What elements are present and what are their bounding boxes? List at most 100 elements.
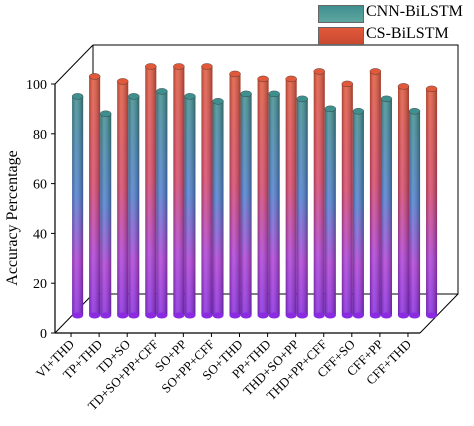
bar-cs-bilstm-3 bbox=[173, 63, 185, 319]
bar-cs-bilstm-1 bbox=[117, 78, 129, 319]
bar-cs-bilstm-2-shade bbox=[145, 66, 157, 316]
bar-cnn-bilstm-4-shade bbox=[184, 96, 196, 316]
bar-cnn-bilstm-2-base bbox=[128, 312, 140, 319]
y-axis-label: Accuracy Percentage bbox=[4, 150, 21, 285]
bar-cs-bilstm-6 bbox=[257, 75, 269, 319]
bar-cnn-bilstm-6-shade bbox=[240, 93, 252, 316]
bar-cnn-bilstm-12 bbox=[408, 108, 421, 319]
bar-cs-bilstm-4-base bbox=[201, 312, 213, 319]
bar-cnn-bilstm-10-base bbox=[352, 312, 364, 319]
bar-cnn-bilstm-0-shade bbox=[72, 96, 84, 316]
bar-cnn-bilstm-12-cap bbox=[408, 108, 421, 115]
bar-cnn-bilstm-8 bbox=[296, 95, 308, 319]
bar-cs-bilstm-11 bbox=[397, 83, 410, 319]
bar-cs-bilstm-9-shade bbox=[341, 83, 353, 316]
bar-cnn-bilstm-4-cap bbox=[184, 93, 196, 100]
bar-cs-bilstm-2 bbox=[145, 63, 157, 319]
bar-cnn-bilstm-10-shade bbox=[352, 111, 364, 316]
bar-cs-bilstm-11-shade bbox=[397, 86, 409, 316]
bar-cnn-bilstm-11-shade bbox=[380, 98, 392, 316]
bar-cs-bilstm-1-shade bbox=[117, 81, 129, 316]
bar-cs-bilstm-5-cap bbox=[229, 70, 241, 78]
bar-cs-bilstm-7 bbox=[285, 75, 297, 319]
bar-cs-bilstm-12-shade bbox=[426, 88, 438, 316]
bar-cnn-bilstm-10-cap bbox=[352, 108, 365, 115]
top-depth-edge bbox=[54, 44, 94, 85]
bar-cs-bilstm-9-cap bbox=[341, 80, 354, 88]
bar-cs-bilstm-7-shade bbox=[285, 78, 297, 316]
bar-cs-bilstm-3-base bbox=[173, 312, 185, 319]
floor-right-edge bbox=[419, 293, 459, 334]
bar-cs-bilstm-5 bbox=[229, 70, 241, 319]
bar-cs-bilstm-3-cap bbox=[173, 63, 185, 70]
bar-cnn-bilstm-5 bbox=[212, 98, 224, 319]
bar-cnn-bilstm-2 bbox=[128, 93, 140, 319]
bar-cnn-bilstm-9-base bbox=[324, 312, 336, 319]
legend-swatch-cnn-bilstm bbox=[318, 5, 364, 23]
bar-cnn-bilstm-0-base bbox=[72, 312, 84, 319]
bars-group bbox=[71, 63, 438, 319]
y-tick-label: 20 bbox=[33, 277, 47, 292]
bar-cnn-bilstm-9 bbox=[324, 105, 337, 319]
bar-cs-bilstm-0-base bbox=[89, 312, 101, 319]
bar-cs-bilstm-12 bbox=[425, 85, 438, 319]
bar-cnn-bilstm-5-shade bbox=[212, 101, 224, 316]
bar-cnn-bilstm-6 bbox=[240, 90, 252, 319]
bar-cs-bilstm-10-base bbox=[369, 312, 381, 319]
bar-cnn-bilstm-2-cap bbox=[128, 93, 140, 100]
bar-cnn-bilstm-12-shade bbox=[409, 111, 421, 316]
bar-cs-bilstm-1-base bbox=[117, 312, 129, 319]
bar-cs-bilstm-2-base bbox=[145, 312, 157, 319]
bar-cnn-bilstm-4-base bbox=[184, 312, 196, 319]
bar-cs-bilstm-10-cap bbox=[369, 68, 382, 75]
y-tick-label: 40 bbox=[33, 227, 47, 242]
bar-cnn-bilstm-1 bbox=[100, 110, 112, 319]
bar-cs-bilstm-4 bbox=[201, 63, 213, 319]
bar-cnn-bilstm-1-shade bbox=[100, 113, 112, 316]
bar-cnn-bilstm-5-base bbox=[212, 312, 224, 319]
bar-cnn-bilstm-12-base bbox=[409, 312, 421, 319]
bar-cnn-bilstm-8-shade bbox=[296, 98, 308, 316]
bar-cnn-bilstm-6-cap bbox=[240, 90, 252, 98]
bar-cs-bilstm-0-cap bbox=[88, 73, 101, 80]
bar-cnn-bilstm-7-shade bbox=[268, 93, 280, 316]
y-tick-label: 0 bbox=[40, 327, 47, 342]
bar-cs-bilstm-6-cap bbox=[257, 75, 269, 83]
bar-cs-bilstm-5-base bbox=[229, 312, 241, 319]
bar-cnn-bilstm-4 bbox=[184, 93, 196, 319]
y-tick-label: 60 bbox=[33, 178, 47, 193]
bar-cs-bilstm-4-shade bbox=[201, 66, 213, 316]
bar-cs-bilstm-9-base bbox=[341, 312, 353, 319]
bar-cnn-bilstm-7-base bbox=[268, 312, 280, 319]
bar-cnn-bilstm-9-shade bbox=[324, 108, 336, 316]
bar-cs-bilstm-12-cap bbox=[425, 85, 438, 93]
bar-cs-bilstm-8-shade bbox=[313, 71, 325, 316]
legend-swatch-cs-bilstm bbox=[318, 27, 364, 45]
bar-cnn-bilstm-1-base bbox=[100, 312, 112, 319]
bar-cs-bilstm-8 bbox=[313, 68, 325, 319]
bar-cs-bilstm-9 bbox=[341, 80, 354, 319]
bar-cnn-bilstm-11-cap bbox=[380, 95, 393, 103]
bar-cs-bilstm-4-cap bbox=[201, 63, 213, 70]
y-axis: 0 20 40 60 80 100 bbox=[26, 78, 55, 342]
bar-cs-bilstm-1-cap bbox=[117, 78, 129, 85]
bar-cnn-bilstm-8-cap bbox=[296, 95, 308, 103]
bar-cs-bilstm-2-cap bbox=[145, 63, 157, 70]
y-tick-label: 100 bbox=[26, 78, 47, 93]
bar-cnn-bilstm-9-cap bbox=[324, 105, 337, 112]
bar-cs-bilstm-8-cap bbox=[313, 68, 325, 75]
bar-cnn-bilstm-8-base bbox=[296, 312, 308, 319]
bar-cs-bilstm-10 bbox=[369, 68, 382, 319]
bar-cs-bilstm-7-cap bbox=[285, 75, 297, 83]
bar-cs-bilstm-8-base bbox=[313, 312, 325, 319]
bar-cnn-bilstm-11-base bbox=[380, 312, 392, 319]
chart-frame bbox=[54, 44, 459, 334]
bar-cs-bilstm-6-base bbox=[257, 312, 269, 319]
bar-cnn-bilstm-2-shade bbox=[128, 96, 140, 316]
bar-cnn-bilstm-1-cap bbox=[100, 110, 112, 117]
bar-cnn-bilstm-10 bbox=[352, 108, 365, 319]
bar-cnn-bilstm-5-cap bbox=[212, 98, 224, 105]
bar-cs-bilstm-3-shade bbox=[173, 66, 185, 316]
